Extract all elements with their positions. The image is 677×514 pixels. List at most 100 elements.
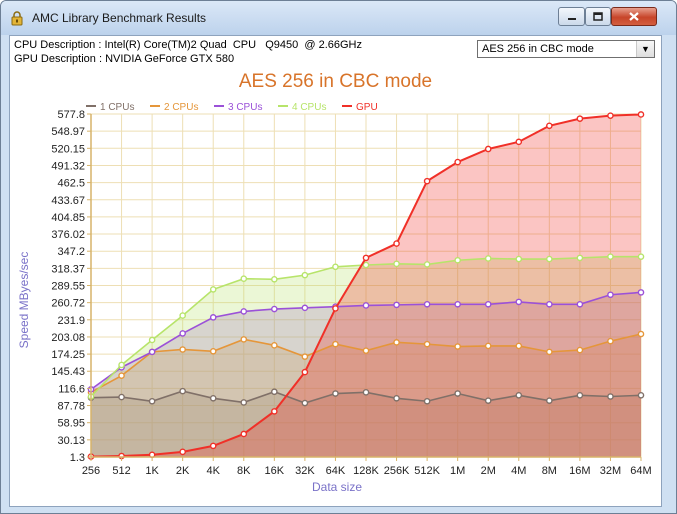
data-point [515,392,523,399]
data-point [484,342,492,350]
data-point [607,112,614,119]
data-point [393,240,400,247]
data-point [179,312,186,319]
data-point [423,397,431,405]
data-point [637,253,645,260]
data-point [546,122,553,130]
x-tick-label: 4K [206,465,220,477]
data-point [240,430,248,438]
minimize-icon [567,17,576,20]
data-point [546,255,553,263]
data-point [576,392,584,399]
close-button[interactable] [611,7,657,26]
data-point [454,390,461,397]
lock-icon [11,11,23,26]
x-tick-label: 16M [569,465,590,477]
y-tick-label: 289.55 [51,281,85,293]
data-point [362,261,370,269]
data-point [546,348,553,356]
legend-label: GPU [356,102,378,113]
data-point [148,336,156,344]
maximize-icon [593,12,603,21]
chart-title: AES 256 in CBC mode [238,71,433,92]
x-tick-label: 2K [176,465,190,477]
data-point [515,138,523,146]
x-axis-label: Data size [312,480,362,494]
data-point [546,397,553,404]
algorithm-select-value: AES 256 in CBC mode [482,43,594,55]
y-tick-label: 260.72 [51,298,85,310]
data-point [362,302,370,309]
data-point [454,256,461,264]
data-point [271,408,278,415]
data-point [332,390,339,397]
window-title: AMC Library Benchmark Results [32,11,207,25]
data-point [454,343,461,350]
data-point [209,347,217,355]
data-point [515,342,523,350]
y-tick-label: 1.3 [70,452,85,464]
data-point [240,308,248,315]
data-point [484,145,492,153]
data-point [454,158,461,166]
data-point [484,255,492,262]
close-icon [629,12,639,21]
y-tick-label: 174.25 [51,349,85,361]
x-tick-label: 128K [353,465,379,477]
data-point [209,314,217,321]
data-point [393,394,400,402]
y-tick-label: 376.02 [51,229,85,241]
data-point [576,346,584,354]
data-point [515,298,523,306]
data-point [637,289,645,296]
data-point [332,263,339,271]
x-tick-label: 512 [112,465,130,477]
data-point [362,347,370,354]
data-point [393,301,400,309]
x-tick-label: 4M [511,465,526,477]
data-point [607,393,614,400]
data-point [301,353,309,360]
data-point [484,397,492,404]
data-point [607,337,614,345]
data-point [118,361,125,369]
minimize-button[interactable] [558,7,585,26]
dropdown-arrow-icon[interactable]: ▼ [636,41,654,57]
data-point [332,340,339,348]
data-point [637,330,645,338]
data-point [301,399,309,407]
y-tick-label: 548.97 [51,126,85,138]
data-point [576,300,584,308]
data-point [423,177,431,185]
y-tick-label: 433.67 [51,195,85,207]
maximize-button[interactable] [585,7,611,26]
data-point [393,339,400,346]
benchmark-chart: 1.3 30.13 58.95 87.78 116.6 145.43 174.25 203.0… [17,102,652,494]
data-point [301,271,309,279]
data-point [362,389,370,396]
y-tick-label: 87.78 [57,401,85,413]
x-tick-label: 512K [414,465,440,477]
data-point [271,305,278,313]
data-point [148,397,156,405]
data-point [240,275,248,282]
x-tick-label: 8K [237,465,251,477]
data-point [118,393,125,401]
data-point [576,254,584,262]
data-point [484,300,492,308]
y-tick-label: 404.85 [51,212,85,224]
legend-label: 1 CPUs [100,102,134,113]
y-tick-label: 116.6 [58,383,85,395]
data-point [271,275,278,283]
x-tick-label: 1M [450,465,465,477]
x-tick-label: 64M [630,465,651,477]
y-tick-label: 520.15 [51,143,85,155]
title-bar[interactable]: AMC Library Benchmark Results [1,1,676,35]
data-point [179,346,186,353]
x-tick-label: 256K [384,465,410,477]
data-point [240,399,248,406]
algorithm-select[interactable]: AES 256 in CBC mode ▼ [477,40,655,58]
data-point [362,254,370,262]
data-point [393,260,400,268]
